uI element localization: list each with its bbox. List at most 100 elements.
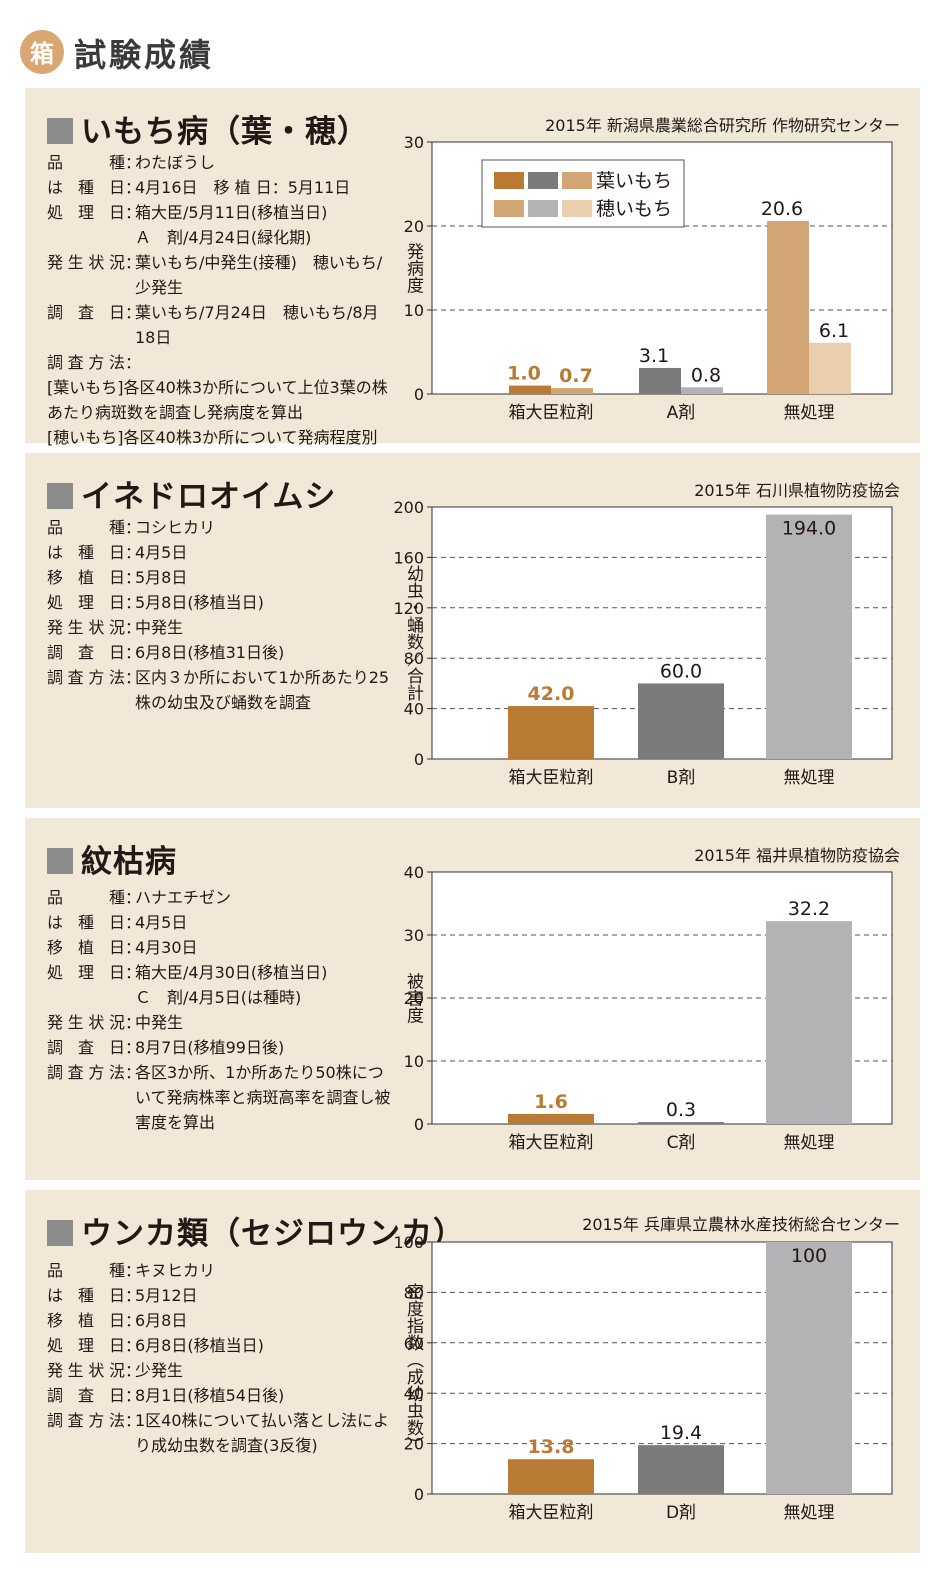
info-row: Ｃ 剤/4月5日(は種時) — [47, 985, 392, 1010]
info-row: 処 理 日： 6月8日(移植当日) — [47, 1333, 392, 1358]
info-row: 発生状況：中発生 — [47, 615, 392, 640]
bar — [551, 388, 593, 394]
info-row: 調査方法： 1区40株について払い落とし法により成幼虫数を調査(3反復) — [47, 1408, 392, 1458]
source-note: 2015年 福井県植物防疫協会 — [694, 846, 900, 865]
y-tick-label: 20 — [404, 217, 424, 236]
info-row: 品 種：ハナエチゼン — [47, 885, 392, 910]
x-category-label: 箱大臣粒剤 — [509, 1133, 594, 1153]
y-tick-label: 40 — [404, 1384, 424, 1403]
info-row: 品 種：わたぼうし — [47, 150, 392, 175]
info-label: 品 種 — [47, 1261, 125, 1280]
info-value: 5月8日 — [135, 568, 188, 587]
data-label: 0.3 — [666, 1099, 696, 1121]
data-label: 100 — [791, 1245, 827, 1267]
y-axis-label: 被害度 — [403, 972, 424, 1023]
data-label: 194.0 — [782, 518, 836, 540]
info-row: 処 理 日： 5月8日(移植当日) — [47, 590, 392, 615]
y-tick-label: 30 — [404, 926, 424, 945]
legend-swatch — [528, 172, 558, 189]
data-label: 6.1 — [819, 320, 849, 342]
bar — [638, 1122, 724, 1124]
data-label: 60.0 — [660, 660, 702, 682]
info-label: は 種 日 — [47, 543, 125, 562]
x-category-label: C剤 — [667, 1133, 696, 1153]
info-value: 8月1日(移植54日後) — [135, 1386, 285, 1405]
y-tick-label: 100 — [393, 1233, 424, 1252]
info-row: は 種 日： 4月5日 — [47, 910, 392, 935]
y-tick-label: 60 — [404, 1334, 424, 1353]
info-value: 4月5日 — [135, 543, 188, 562]
data-label: 1.6 — [534, 1091, 568, 1113]
info-value: 4月5日 — [135, 913, 188, 932]
y-axis-label: 幼虫・蛹数／合計 — [403, 565, 424, 701]
info-label: 処 理 日 — [47, 593, 125, 612]
y-tick-label: 120 — [393, 599, 424, 618]
data-label: 42.0 — [528, 683, 575, 705]
legend-swatch — [562, 172, 592, 189]
info-label: 調 査 日 — [47, 1386, 125, 1405]
y-tick-label: 20 — [404, 1435, 424, 1454]
info-label: 調 査 日 — [47, 643, 125, 662]
x-category-label: A剤 — [667, 403, 696, 423]
y-tick-label: 0 — [414, 1485, 424, 1504]
info-label: 処 理 日 — [47, 1336, 125, 1355]
legend-swatch — [562, 200, 592, 217]
info-label: 発生状況 — [47, 1013, 125, 1032]
x-category-label: 箱大臣粒剤 — [509, 1503, 594, 1523]
y-tick-label: 0 — [414, 1115, 424, 1134]
bar — [638, 1445, 724, 1494]
title-square-icon — [47, 483, 73, 509]
source-note: 2015年 新潟県農業総合研究所 作物研究センター — [545, 116, 900, 135]
info-value: 葉いもち/中発生(接種) 穂いもち/少発生 — [135, 253, 383, 297]
info-value: Ａ 剤/4月24日(緑化期) — [135, 228, 312, 247]
bar — [681, 387, 723, 394]
title-square-icon — [47, 118, 73, 144]
bar — [766, 921, 852, 1124]
info-row: Ａ 剤/4月24日(緑化期) — [47, 225, 392, 250]
info-value: 6月8日 — [135, 1311, 188, 1330]
data-label: 0.8 — [691, 364, 721, 386]
test-panel: 紋枯病 2015年 福井県植物防疫協会品 種：ハナエチゼンは 種 日： 4月5日移 … — [25, 818, 920, 1180]
info-label: 品 種 — [47, 153, 125, 172]
y-tick-label: 20 — [404, 989, 424, 1008]
info-label: 品 種 — [47, 518, 125, 537]
info-row: 調査方法：区内３か所において1か所あたり25株の幼虫及び蛹数を調査 — [47, 665, 392, 715]
info-row: 品 種：キヌヒカリ — [47, 1258, 392, 1283]
info-value: 箱大臣/4月30日(移植当日) — [135, 963, 328, 982]
x-category-label: D剤 — [666, 1503, 696, 1523]
y-tick-label: 0 — [414, 385, 424, 404]
info-row: 移 植 日： 4月30日 — [47, 935, 392, 960]
info-value: 5月8日(移植当日) — [135, 593, 264, 612]
info-label: 調 査 日 — [47, 1038, 125, 1057]
company-logo: 箱 — [20, 30, 64, 74]
bar — [509, 385, 551, 394]
x-category-label: 無処理 — [784, 1503, 835, 1523]
info-label: は 種 日 — [47, 178, 125, 197]
info-value: 中発生 — [135, 1013, 184, 1032]
info-label: は 種 日 — [47, 913, 125, 932]
test-conditions: 品 種：キヌヒカリは 種 日： 5月12日移 植 日： 6月8日処 理 日： 6月8日… — [47, 1258, 392, 1458]
y-tick-label: 30 — [404, 133, 424, 152]
info-label: は 種 日 — [47, 1286, 125, 1305]
data-label: 3.1 — [639, 345, 669, 367]
info-label: 調査方法 — [47, 668, 125, 687]
x-category-label: 箱大臣粒剤 — [509, 768, 594, 788]
info-value: 4月16日 移 植 日：5月11日 — [135, 178, 351, 197]
info-value: 各区3か所、1か所あたり50株について発病株率と病斑高率を調査し被害度を算出 — [135, 1063, 391, 1132]
info-value: ハナエチゼン — [135, 888, 232, 907]
data-label: 1.0 — [507, 363, 541, 385]
y-tick-label: 10 — [404, 301, 424, 320]
info-row: 品 種：コシヒカリ — [47, 515, 392, 540]
info-value: 区内３か所において1か所あたり25株の幼虫及び蛹数を調査 — [135, 668, 390, 712]
bar — [809, 342, 851, 394]
info-row: 発生状況：葉いもち/中発生(接種) 穂いもち/少発生 — [47, 250, 392, 300]
y-tick-label: 40 — [404, 863, 424, 882]
info-row: 調 査 日： 8月7日(移植99日後) — [47, 1035, 392, 1060]
panel-title: ウンカ類（セジロウンカ） — [47, 1208, 465, 1253]
info-row: 発生状況：中発生 — [47, 1010, 392, 1035]
legend-swatch — [494, 172, 524, 189]
panel-title-text: いもち病（葉・穂） — [81, 114, 369, 150]
info-value: 箱大臣/5月11日(移植当日) — [135, 203, 328, 222]
